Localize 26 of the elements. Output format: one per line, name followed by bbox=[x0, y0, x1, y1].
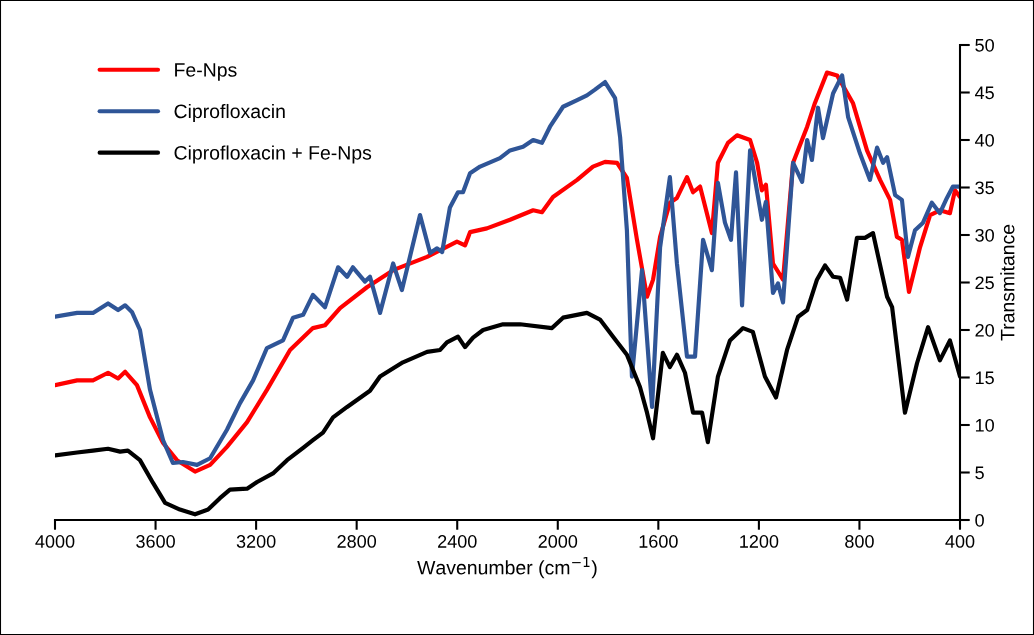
y-tick-label: 15 bbox=[975, 371, 994, 385]
y-tick-label: 35 bbox=[975, 181, 994, 195]
y-tick-label: 40 bbox=[975, 133, 994, 147]
x-tick-label: 400 bbox=[945, 535, 975, 548]
x-tick-label: 2800 bbox=[337, 535, 377, 548]
y-tick-label: 45 bbox=[975, 86, 994, 100]
legend-label: Ciprofloxacin bbox=[174, 103, 285, 123]
x-tick-label: 2400 bbox=[438, 535, 477, 548]
y-tick-label: 0 bbox=[975, 513, 984, 527]
y-tick-label: 10 bbox=[975, 418, 994, 432]
x-axis-title: Wavenumber (cm$^{−1}$) bbox=[417, 556, 597, 579]
y-tick-label: 25 bbox=[975, 276, 994, 290]
x-tick-label: 4000 bbox=[35, 535, 75, 548]
y-tick-label: 50 bbox=[975, 38, 994, 52]
y-tick-label: 30 bbox=[975, 228, 994, 242]
x-tick-label: 2000 bbox=[538, 535, 578, 548]
legend-label: Ciprofloxacin + Fe-Nps bbox=[174, 145, 372, 164]
x-tick-label: 1600 bbox=[639, 535, 678, 548]
x-tick-label: 800 bbox=[845, 535, 874, 548]
y-tick-label: 20 bbox=[975, 323, 994, 337]
y-axis-title: Transmitance bbox=[1000, 224, 1015, 341]
y-tick-label: 5 bbox=[975, 466, 984, 480]
x-tick-label: 3600 bbox=[136, 535, 175, 548]
x-tick-label: 3200 bbox=[236, 535, 276, 548]
x-tick-label: 1200 bbox=[740, 535, 779, 548]
legend-label: Fe-Nps bbox=[175, 63, 237, 81]
